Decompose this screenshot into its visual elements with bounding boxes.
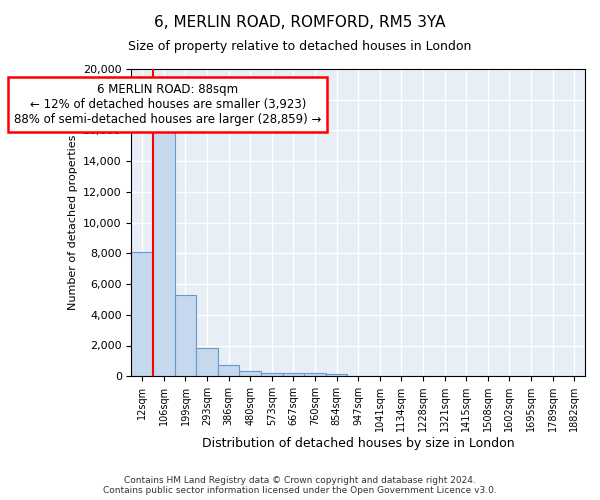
Bar (326, 374, 347, 376)
Bar (131, 252, 153, 376)
Bar (261, 372, 283, 376)
Bar (304, 374, 326, 376)
Text: 6, MERLIN ROAD, ROMFORD, RM5 3YA: 6, MERLIN ROAD, ROMFORD, RM5 3YA (154, 15, 446, 30)
Text: Size of property relative to detached houses in London: Size of property relative to detached ho… (128, 40, 472, 53)
Bar (175, 295, 196, 376)
Y-axis label: Number of detached properties: Number of detached properties (68, 135, 77, 310)
X-axis label: Distribution of detached houses by size in London: Distribution of detached houses by size … (202, 437, 515, 450)
Bar (153, 123, 175, 376)
Text: 6 MERLIN ROAD: 88sqm
← 12% of detached houses are smaller (3,923)
88% of semi-de: 6 MERLIN ROAD: 88sqm ← 12% of detached h… (14, 83, 322, 126)
Bar (239, 372, 261, 376)
Text: Contains HM Land Registry data © Crown copyright and database right 2024.
Contai: Contains HM Land Registry data © Crown c… (103, 476, 497, 495)
Bar (196, 348, 218, 376)
Bar (283, 373, 304, 376)
Bar (218, 365, 239, 376)
